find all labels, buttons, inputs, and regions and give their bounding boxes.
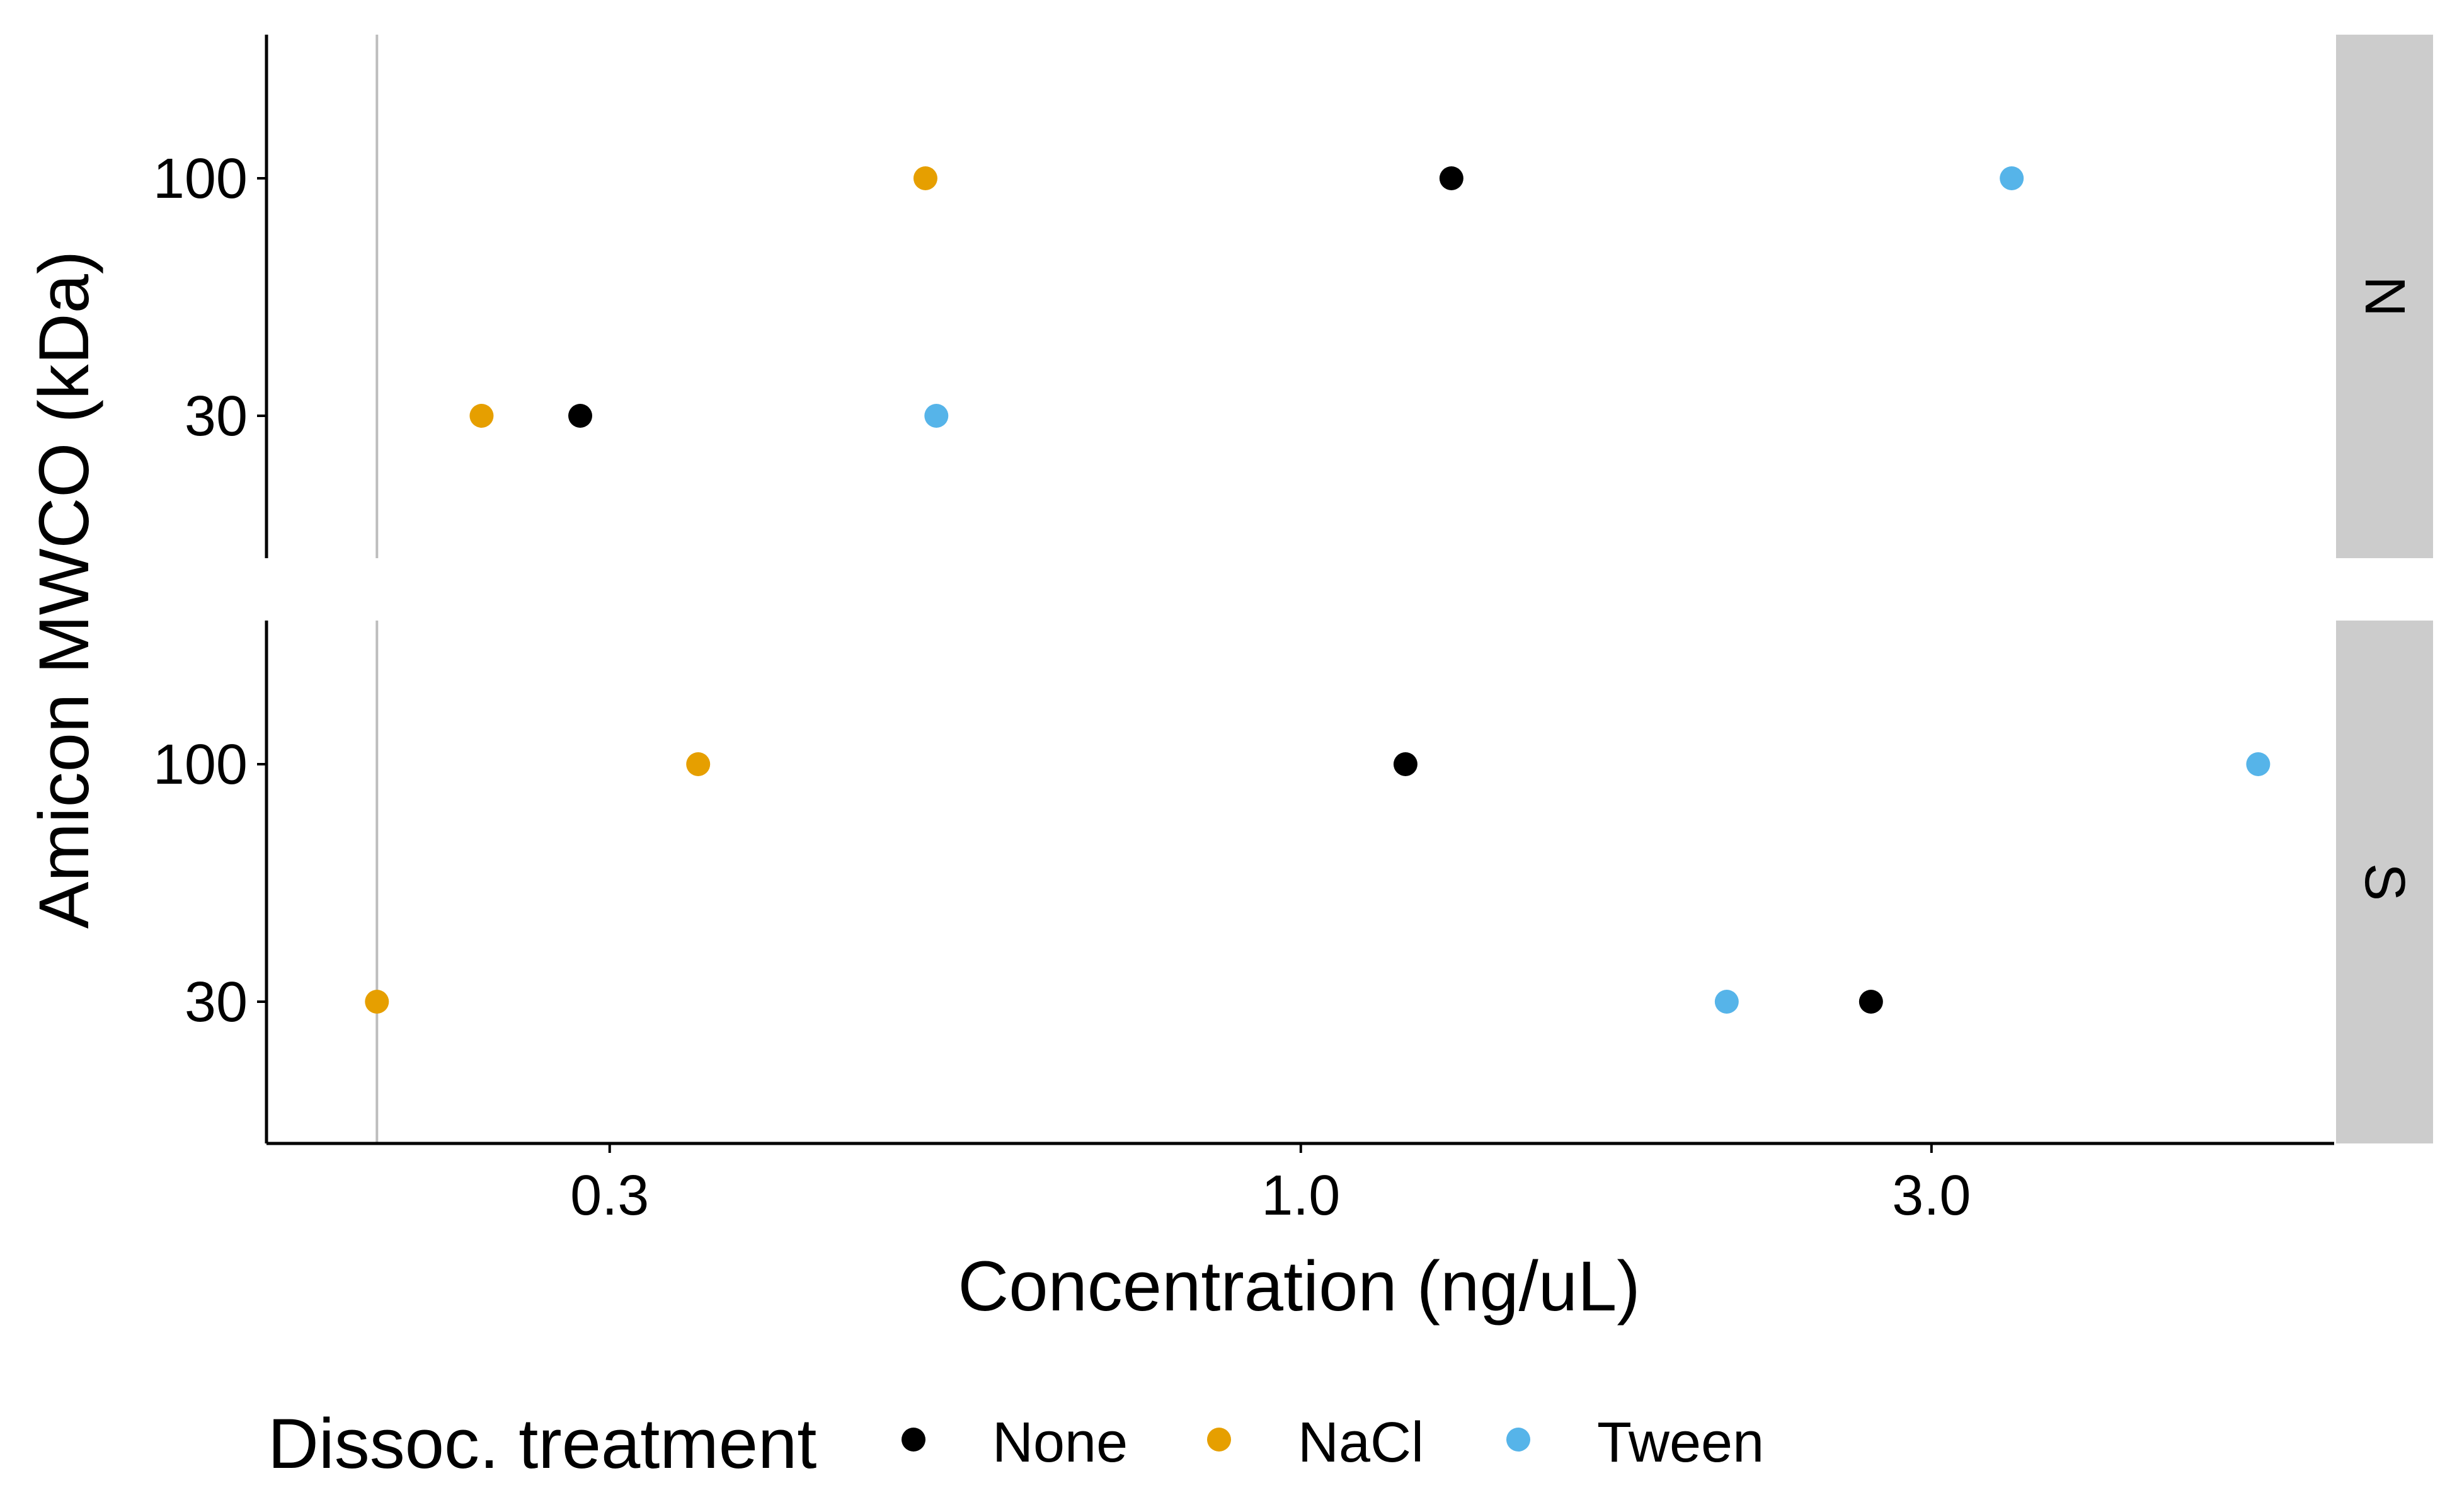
x-tick-label: 1.0 (1261, 1164, 1340, 1227)
legend-label: None (992, 1411, 1128, 1474)
data-point-none (1393, 752, 1418, 776)
x-axis-title: Concentration (ng/uL) (958, 1247, 1640, 1326)
legend-items: None NaCl Tween (902, 1411, 1764, 1474)
legend-label: NaCl (1298, 1411, 1424, 1474)
legend-title: Dissoc. treatment (268, 1404, 816, 1483)
y-tick-label: 30 (185, 971, 248, 1034)
data-point-tween (924, 404, 949, 428)
x-axis: 0.3 1.0 3.0 (266, 1142, 2334, 1227)
data-point-nacl (913, 166, 937, 190)
data-point-none (1439, 166, 1463, 190)
legend-item-none: None (902, 1411, 1128, 1474)
legend-key-tween (1506, 1428, 1530, 1452)
legend-item-nacl: NaCl (1207, 1411, 1424, 1474)
data-point-tween (2246, 752, 2271, 776)
y-tick-label: 30 (185, 385, 248, 448)
facet-strip-label: S (2353, 863, 2416, 901)
data-point-nacl (469, 404, 494, 428)
y-tick-label: 100 (153, 147, 248, 210)
legend-key-none (902, 1428, 925, 1452)
x-tick-label: 3.0 (1892, 1164, 1971, 1227)
legend-item-tween: Tween (1506, 1411, 1764, 1474)
y-axis-title: Amicon MWCO (kDa) (25, 251, 103, 929)
facet-strip (2336, 621, 2433, 1143)
data-point-nacl (686, 752, 711, 776)
facet-strip (2336, 35, 2433, 558)
facet-panel-n: 30 100 N (153, 35, 2433, 558)
facet-panels: 30 100 N 30 100 S (153, 35, 2433, 1143)
data-point-tween (1714, 990, 1739, 1014)
legend: Dissoc. treatment None NaCl Tween (268, 1404, 1764, 1483)
legend-key-nacl (1207, 1428, 1231, 1452)
y-tick-label: 100 (153, 733, 248, 796)
facet-panel-s: 30 100 S (153, 621, 2433, 1143)
data-point-nacl (365, 990, 389, 1014)
data-point-tween (2000, 166, 2024, 190)
data-point-none (1858, 990, 1883, 1014)
data-point-none (568, 404, 593, 428)
facet-strip-label: N (2353, 276, 2416, 317)
x-tick-label: 0.3 (570, 1164, 649, 1227)
legend-label: Tween (1597, 1411, 1764, 1474)
